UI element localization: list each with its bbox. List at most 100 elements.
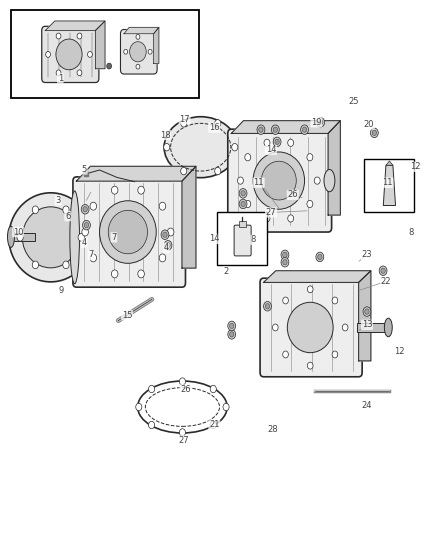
Circle shape xyxy=(282,351,288,358)
Circle shape xyxy=(179,429,185,436)
Circle shape xyxy=(106,63,111,69)
Circle shape xyxy=(272,137,280,147)
Text: 9: 9 xyxy=(59,286,64,295)
Text: 4: 4 xyxy=(163,244,169,253)
Circle shape xyxy=(77,33,81,39)
Circle shape xyxy=(78,233,84,241)
Circle shape xyxy=(46,52,50,58)
Circle shape xyxy=(82,220,90,230)
Circle shape xyxy=(180,167,186,175)
Circle shape xyxy=(159,254,166,262)
Text: 7: 7 xyxy=(88,251,93,260)
Circle shape xyxy=(90,254,96,262)
Circle shape xyxy=(302,127,306,132)
Polygon shape xyxy=(124,27,159,34)
Circle shape xyxy=(136,35,140,39)
Circle shape xyxy=(287,139,293,147)
Circle shape xyxy=(280,257,288,267)
Circle shape xyxy=(17,233,23,241)
Circle shape xyxy=(318,119,322,125)
Circle shape xyxy=(307,286,312,293)
Ellipse shape xyxy=(129,42,146,62)
Circle shape xyxy=(244,154,250,161)
Text: 14: 14 xyxy=(265,146,276,155)
Circle shape xyxy=(306,154,312,161)
Bar xyxy=(356,322,388,332)
Bar xyxy=(217,212,267,265)
Circle shape xyxy=(271,125,279,134)
Text: 21: 21 xyxy=(208,420,219,429)
Ellipse shape xyxy=(164,117,237,177)
FancyBboxPatch shape xyxy=(227,129,331,232)
Circle shape xyxy=(161,230,169,239)
Circle shape xyxy=(77,70,81,76)
Circle shape xyxy=(179,378,185,385)
Circle shape xyxy=(87,52,92,58)
Circle shape xyxy=(214,167,220,175)
FancyBboxPatch shape xyxy=(73,177,185,287)
Circle shape xyxy=(239,199,247,209)
Circle shape xyxy=(240,201,245,207)
Circle shape xyxy=(138,186,144,194)
Circle shape xyxy=(229,332,233,337)
Text: 8: 8 xyxy=(407,228,412,237)
Circle shape xyxy=(282,252,286,257)
FancyBboxPatch shape xyxy=(259,278,361,377)
Circle shape xyxy=(362,307,370,317)
Text: 19: 19 xyxy=(311,118,321,127)
Circle shape xyxy=(258,127,262,132)
Text: 1: 1 xyxy=(57,74,63,83)
Circle shape xyxy=(237,254,245,263)
Ellipse shape xyxy=(287,302,332,353)
Text: 12: 12 xyxy=(409,163,419,171)
Ellipse shape xyxy=(253,152,304,209)
Circle shape xyxy=(167,228,173,236)
Circle shape xyxy=(135,403,141,411)
Circle shape xyxy=(364,309,368,314)
Ellipse shape xyxy=(108,211,147,254)
Circle shape xyxy=(371,130,376,135)
Text: 17: 17 xyxy=(179,115,190,124)
Circle shape xyxy=(265,304,269,309)
Text: 20: 20 xyxy=(363,120,373,129)
FancyBboxPatch shape xyxy=(120,29,157,74)
Circle shape xyxy=(316,117,324,127)
Ellipse shape xyxy=(7,226,14,247)
Circle shape xyxy=(282,260,286,265)
Text: 22: 22 xyxy=(380,277,391,286)
Circle shape xyxy=(272,324,278,331)
Text: 15: 15 xyxy=(121,311,132,320)
Text: 14: 14 xyxy=(208,235,219,244)
Text: 13: 13 xyxy=(361,320,371,329)
Circle shape xyxy=(81,205,89,214)
Polygon shape xyxy=(382,165,395,206)
Circle shape xyxy=(263,139,269,147)
Text: 25: 25 xyxy=(348,96,358,106)
Circle shape xyxy=(164,240,172,250)
Text: 27: 27 xyxy=(265,208,276,217)
Circle shape xyxy=(148,385,154,393)
Circle shape xyxy=(315,252,323,262)
Bar xyxy=(10,233,35,241)
Circle shape xyxy=(342,324,347,331)
Circle shape xyxy=(148,421,154,429)
Text: 10: 10 xyxy=(13,228,23,237)
Circle shape xyxy=(373,173,381,182)
Circle shape xyxy=(83,207,87,212)
Circle shape xyxy=(210,385,216,393)
Polygon shape xyxy=(76,166,195,181)
Circle shape xyxy=(272,127,277,132)
Circle shape xyxy=(280,250,288,260)
Circle shape xyxy=(256,125,264,134)
Text: 26: 26 xyxy=(287,190,297,199)
Text: 11: 11 xyxy=(381,178,392,187)
Polygon shape xyxy=(385,161,392,165)
Bar xyxy=(11,11,198,98)
Text: 24: 24 xyxy=(361,401,371,410)
Ellipse shape xyxy=(9,193,92,282)
Circle shape xyxy=(231,143,237,151)
Circle shape xyxy=(163,143,170,151)
Circle shape xyxy=(166,243,170,248)
Circle shape xyxy=(263,215,269,222)
Circle shape xyxy=(307,362,312,369)
